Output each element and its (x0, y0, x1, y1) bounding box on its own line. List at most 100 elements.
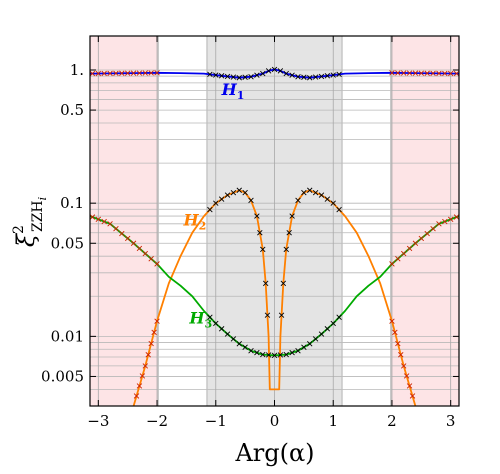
marker-h3-0 (89, 214, 96, 220)
marker-h2-19 (301, 189, 307, 196)
marker-h3-4 (113, 225, 119, 232)
marker-h3-37-b (400, 250, 407, 257)
marker-h2-11-b (262, 280, 269, 287)
x-axis-label: Arg(α) (234, 439, 314, 467)
marker-h1-9-b (142, 70, 149, 76)
marker-h2-40 (406, 383, 413, 389)
marker-h2-16-b (286, 230, 292, 236)
series-line-H2 (132, 189, 417, 407)
marker-h1-26 (289, 72, 295, 78)
y-axis-label-superscript: 2 (11, 225, 27, 234)
marker-h2-2 (218, 196, 225, 202)
marker-h1-25 (283, 70, 289, 77)
marker-h2-37 (398, 352, 404, 358)
marker-h3-22-b (265, 352, 272, 358)
marker-h3-14-b (218, 326, 225, 332)
marker-h2-1-b (213, 200, 219, 206)
marker-h2-20-b (307, 187, 313, 193)
marker-h1-27-b (295, 74, 301, 80)
marker-h2-4 (230, 189, 237, 196)
marker-h1-31-b (318, 73, 325, 80)
marker-h1-43-b (436, 70, 442, 77)
marker-h2-33 (133, 393, 140, 399)
marker-h2-4-b (230, 189, 237, 196)
marker-h1-38-b (406, 70, 413, 76)
marker-h1-25-b (283, 70, 289, 77)
series-label-H3: H3 (188, 308, 212, 330)
marker-h3-36 (395, 256, 401, 262)
marker-h3-7 (130, 240, 137, 246)
marker-h3-7-b (130, 240, 137, 246)
marker-h2-17-b (289, 213, 295, 219)
marker-h3-27-b (295, 348, 301, 354)
marker-h1-6 (124, 70, 131, 76)
marker-h2-23-b (324, 196, 331, 202)
marker-h3-31-b (318, 331, 325, 337)
marker-h2-8 (254, 213, 260, 219)
x-tick-label-0: −3 (87, 412, 109, 430)
y-tick-label-2: 0.05 (51, 234, 84, 252)
marker-h2-19-b (301, 189, 307, 196)
marker-h1-16 (230, 74, 237, 80)
marker-h3-3 (107, 221, 113, 227)
x-tick-label-6: 3 (446, 412, 456, 430)
axes: −3 −2 −1 0 1 2 3 0.005 0.01 0.05 0.1 0.5 1. (41, 35, 460, 430)
marker-h1-19-b (248, 74, 254, 80)
y-axis-label-subscript: ZZH (30, 200, 46, 232)
marker-h2-25 (336, 206, 342, 213)
marker-h2-7 (248, 197, 254, 204)
marker-h3-19 (248, 348, 254, 354)
marker-h1-42 (430, 70, 436, 77)
marker-h1-1 (95, 70, 102, 77)
marker-h1-36-b (395, 70, 401, 76)
marker-h1-22-b (265, 68, 272, 74)
marker-h3-41-b (424, 230, 430, 237)
marker-h2-36 (395, 340, 401, 347)
marker-h3-16-b (230, 336, 237, 342)
marker-h1-8 (136, 70, 143, 76)
marker-h1-30-b (312, 74, 319, 80)
marker-h1-33 (330, 72, 336, 78)
marker-h2-24-b (330, 200, 336, 206)
marker-h2-18-b (295, 197, 301, 204)
marker-h2-26-b (154, 318, 160, 324)
marker-h3-3-b (107, 221, 113, 227)
marker-h2-41-b (409, 393, 416, 399)
marker-h1-37 (400, 70, 407, 76)
marker-h1-15-b (224, 73, 231, 80)
marker-h1-1-b (95, 70, 102, 77)
marker-h2-28 (148, 340, 154, 347)
marker-h3-10-b (148, 256, 154, 262)
marker-h3-11-b (154, 261, 160, 267)
marker-h1-21-b (260, 70, 266, 77)
marker-h1-18-b (242, 74, 248, 80)
marker-h3-14 (218, 326, 225, 332)
marker-h1-8-b (136, 70, 143, 76)
marker-h1-17-b (236, 75, 242, 81)
marker-h1-12-b (207, 71, 213, 78)
marker-h2-38 (400, 363, 407, 369)
y-tick-label-0: 0.005 (41, 367, 84, 385)
marker-h3-2 (101, 218, 107, 225)
marker-h3-22 (265, 352, 272, 358)
marker-h1-4-b (113, 70, 119, 77)
marker-h3-32-b (324, 326, 331, 332)
marker-h3-1 (95, 216, 102, 223)
marker-h1-46 (453, 70, 460, 77)
data-markers (89, 66, 460, 399)
marker-h2-0 (207, 206, 213, 213)
marker-h2-37-b (398, 352, 404, 358)
marker-h1-13-b (213, 72, 219, 78)
marker-h2-6 (242, 189, 248, 196)
marker-h3-16 (230, 336, 237, 342)
marker-h1-7 (130, 70, 137, 76)
marker-h3-24-b (277, 352, 284, 358)
marker-h3-45-b (447, 216, 454, 223)
marker-h3-30 (312, 336, 319, 342)
marker-h2-35 (392, 329, 398, 336)
marker-h1-10-b (148, 70, 154, 76)
marker-h1-32-b (324, 73, 331, 79)
marker-h3-13-b (213, 320, 219, 327)
grid-lines (90, 36, 459, 407)
marker-h2-35-b (392, 329, 398, 336)
